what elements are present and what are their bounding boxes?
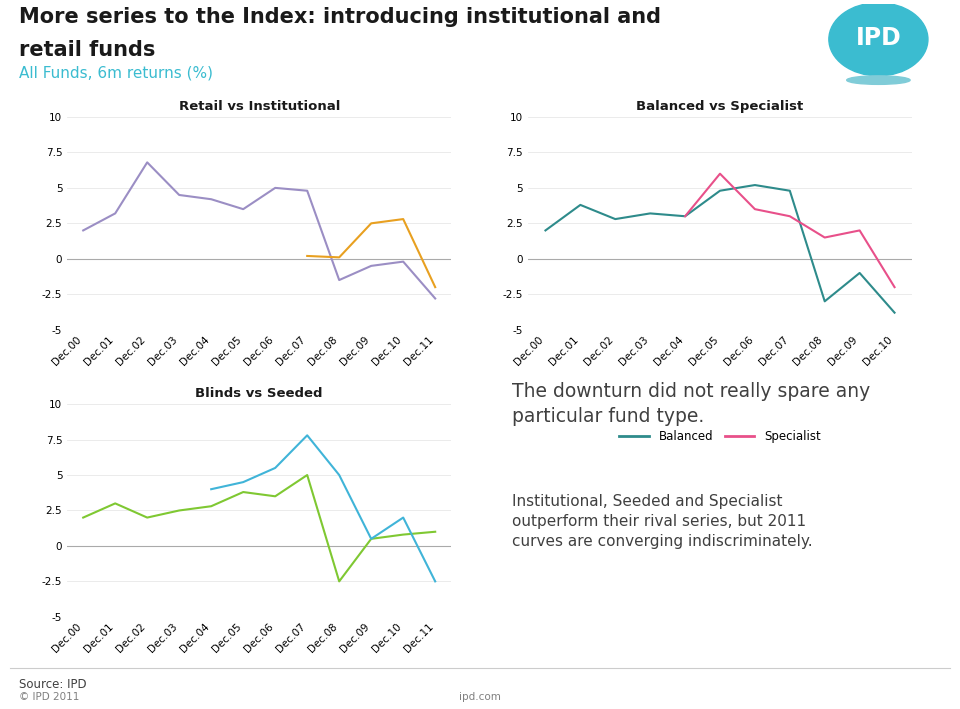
Seeded — [429, 577, 441, 586]
Institutional — [366, 219, 377, 228]
Text: All Funds, 6m returns (%): All Funds, 6m returns (%) — [19, 65, 213, 81]
Specialist — [680, 212, 691, 220]
Seeded — [205, 485, 217, 493]
Retail — [429, 294, 441, 303]
Legend: Balanced, Specialist: Balanced, Specialist — [614, 425, 826, 447]
Balanced — [610, 215, 621, 223]
Balanced — [749, 181, 760, 189]
Text: IPD: IPD — [855, 26, 901, 50]
Blinds — [205, 502, 217, 510]
Balanced — [819, 297, 830, 306]
Balanced — [575, 201, 587, 209]
Legend: Retail, Institutional: Retail, Institutional — [157, 425, 361, 447]
Retail — [237, 205, 249, 213]
Balanced — [540, 226, 551, 235]
Retail — [205, 195, 217, 203]
Blinds — [174, 506, 185, 515]
Line: Balanced: Balanced — [545, 185, 895, 313]
Retail — [141, 158, 153, 167]
Specialist — [714, 169, 726, 178]
Line: Specialist: Specialist — [685, 174, 895, 287]
Seeded — [366, 535, 377, 543]
Balanced — [644, 209, 656, 218]
Specialist — [784, 212, 796, 220]
Seeded — [397, 513, 409, 522]
Text: The downturn did not really spare any
particular fund type.: The downturn did not really spare any pa… — [513, 382, 871, 426]
Specialist — [889, 283, 900, 291]
Seeded — [333, 471, 345, 479]
Blinds — [237, 488, 249, 496]
Text: More series to the Index: introducing institutional and: More series to the Index: introducing in… — [19, 7, 661, 27]
Retail — [174, 191, 185, 199]
Blinds — [141, 513, 153, 522]
Text: Source: IPD: Source: IPD — [19, 679, 86, 691]
Blinds — [270, 492, 281, 501]
Retail — [270, 184, 281, 192]
Balanced — [714, 186, 726, 195]
Line: Blinds: Blinds — [84, 475, 435, 581]
Title: Blinds vs Seeded: Blinds vs Seeded — [196, 387, 323, 400]
Blinds — [429, 527, 441, 536]
Blinds — [366, 535, 377, 543]
Institutional — [397, 215, 409, 223]
Retail — [78, 226, 89, 235]
Blinds — [301, 471, 313, 479]
Balanced — [680, 212, 691, 220]
Blinds — [333, 577, 345, 586]
Text: ipd.com: ipd.com — [459, 691, 501, 702]
Title: Balanced vs Specialist: Balanced vs Specialist — [636, 100, 804, 113]
Retail — [301, 186, 313, 195]
Retail — [333, 276, 345, 284]
Seeded — [237, 478, 249, 486]
Seeded — [270, 464, 281, 472]
Institutional — [429, 283, 441, 291]
Institutional — [301, 252, 313, 260]
Seeded — [301, 431, 313, 440]
Institutional — [333, 253, 345, 262]
Specialist — [819, 233, 830, 242]
Retail — [397, 257, 409, 266]
Retail — [366, 262, 377, 270]
Line: Retail: Retail — [84, 162, 435, 298]
Text: retail funds: retail funds — [19, 40, 156, 60]
Ellipse shape — [847, 76, 910, 84]
Retail — [109, 209, 121, 218]
Specialist — [749, 205, 760, 213]
Blinds — [78, 513, 89, 522]
Text: Institutional, Seeded and Specialist
outperform their rival series, but 2011
cur: Institutional, Seeded and Specialist out… — [513, 494, 813, 549]
Line: Seeded: Seeded — [211, 435, 435, 581]
Balanced — [784, 186, 796, 195]
Text: © IPD 2011: © IPD 2011 — [19, 691, 80, 702]
Balanced — [889, 308, 900, 317]
Circle shape — [828, 3, 928, 76]
Specialist — [853, 226, 865, 235]
Title: Retail vs Institutional: Retail vs Institutional — [179, 100, 340, 113]
Blinds — [397, 530, 409, 539]
Line: Institutional: Institutional — [307, 219, 435, 287]
Balanced — [853, 269, 865, 277]
Blinds — [109, 499, 121, 508]
